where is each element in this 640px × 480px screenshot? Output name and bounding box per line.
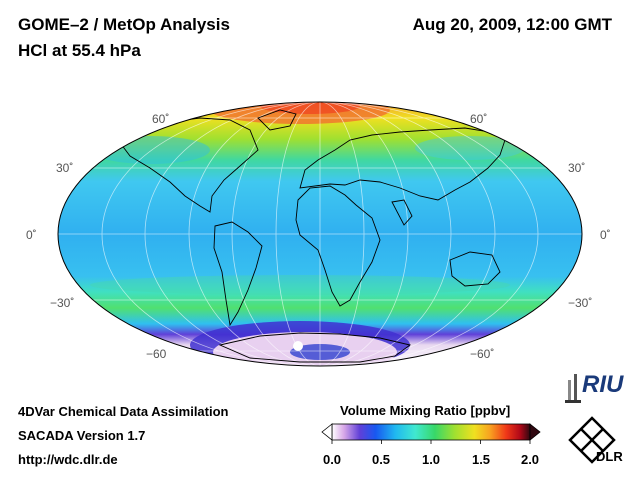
coastlines bbox=[117, 109, 506, 363]
dlr-logo-text: DLR bbox=[596, 449, 623, 464]
australia-coastline bbox=[449, 251, 501, 287]
colorbar-tick-label: 2.0 bbox=[520, 452, 540, 467]
lat-label-left-0: 0˚ bbox=[26, 228, 37, 242]
map-border bbox=[57, 101, 583, 367]
southern-band bbox=[90, 275, 510, 295]
lat-label-left-60: 60˚ bbox=[152, 112, 170, 126]
lat-label-left-30: 30˚ bbox=[56, 161, 74, 175]
colorbar bbox=[321, 423, 541, 444]
colorbar-tick-label: 0.5 bbox=[371, 452, 391, 467]
colorbar-min-arrow bbox=[321, 423, 333, 441]
antarctica-coastline bbox=[218, 332, 412, 363]
asia-low-region bbox=[415, 136, 525, 160]
lat-label-right-60: 60˚ bbox=[470, 112, 488, 126]
lat-label-right-0: 0˚ bbox=[600, 228, 611, 242]
riu-logo: RIU bbox=[562, 370, 632, 408]
colorbar-tick-label: 1.5 bbox=[471, 452, 491, 467]
map-subtitle: HCl at 55.4 hPa bbox=[18, 41, 141, 60]
colorbar-max-arrow bbox=[529, 423, 541, 441]
footer-method: 4DVar Chemical Data Assimilation bbox=[18, 404, 229, 419]
lat-label-right-minus30: −30˚ bbox=[568, 296, 593, 310]
riu-logo-text: RIU bbox=[582, 371, 624, 398]
africa-coastline bbox=[295, 185, 381, 307]
pacific-low-region bbox=[90, 136, 210, 164]
greenland-coastline bbox=[257, 109, 297, 131]
colorbar-gradient bbox=[331, 423, 531, 441]
colorbar-title: Volume Mixing Ratio [ppbv] bbox=[340, 403, 511, 418]
lat-label-left-minus60: −60 bbox=[146, 347, 167, 361]
colorbar-tick-label: 1.0 bbox=[421, 452, 441, 467]
lat-label-right-minus60: −60˚ bbox=[470, 347, 495, 361]
colorbar-tick-label: 0.0 bbox=[322, 452, 342, 467]
riu-tower-icon bbox=[565, 374, 581, 403]
lat-label-right-30: 30˚ bbox=[568, 161, 586, 175]
map-title: GOME–2 / MetOp Analysis bbox=[18, 15, 230, 34]
dlr-logo-icon bbox=[568, 416, 616, 464]
india-coastline bbox=[391, 199, 413, 226]
footer-version: SACADA Version 1.7 bbox=[18, 428, 146, 443]
footer-url[interactable]: http://wdc.dlr.de bbox=[18, 452, 118, 467]
eurasia-coastline bbox=[299, 127, 506, 201]
south-america-coastline bbox=[213, 221, 263, 327]
analysis-datetime: Aug 20, 2009, 12:00 GMT bbox=[412, 15, 612, 34]
lat-label-left-minus30: −30˚ bbox=[50, 296, 75, 310]
